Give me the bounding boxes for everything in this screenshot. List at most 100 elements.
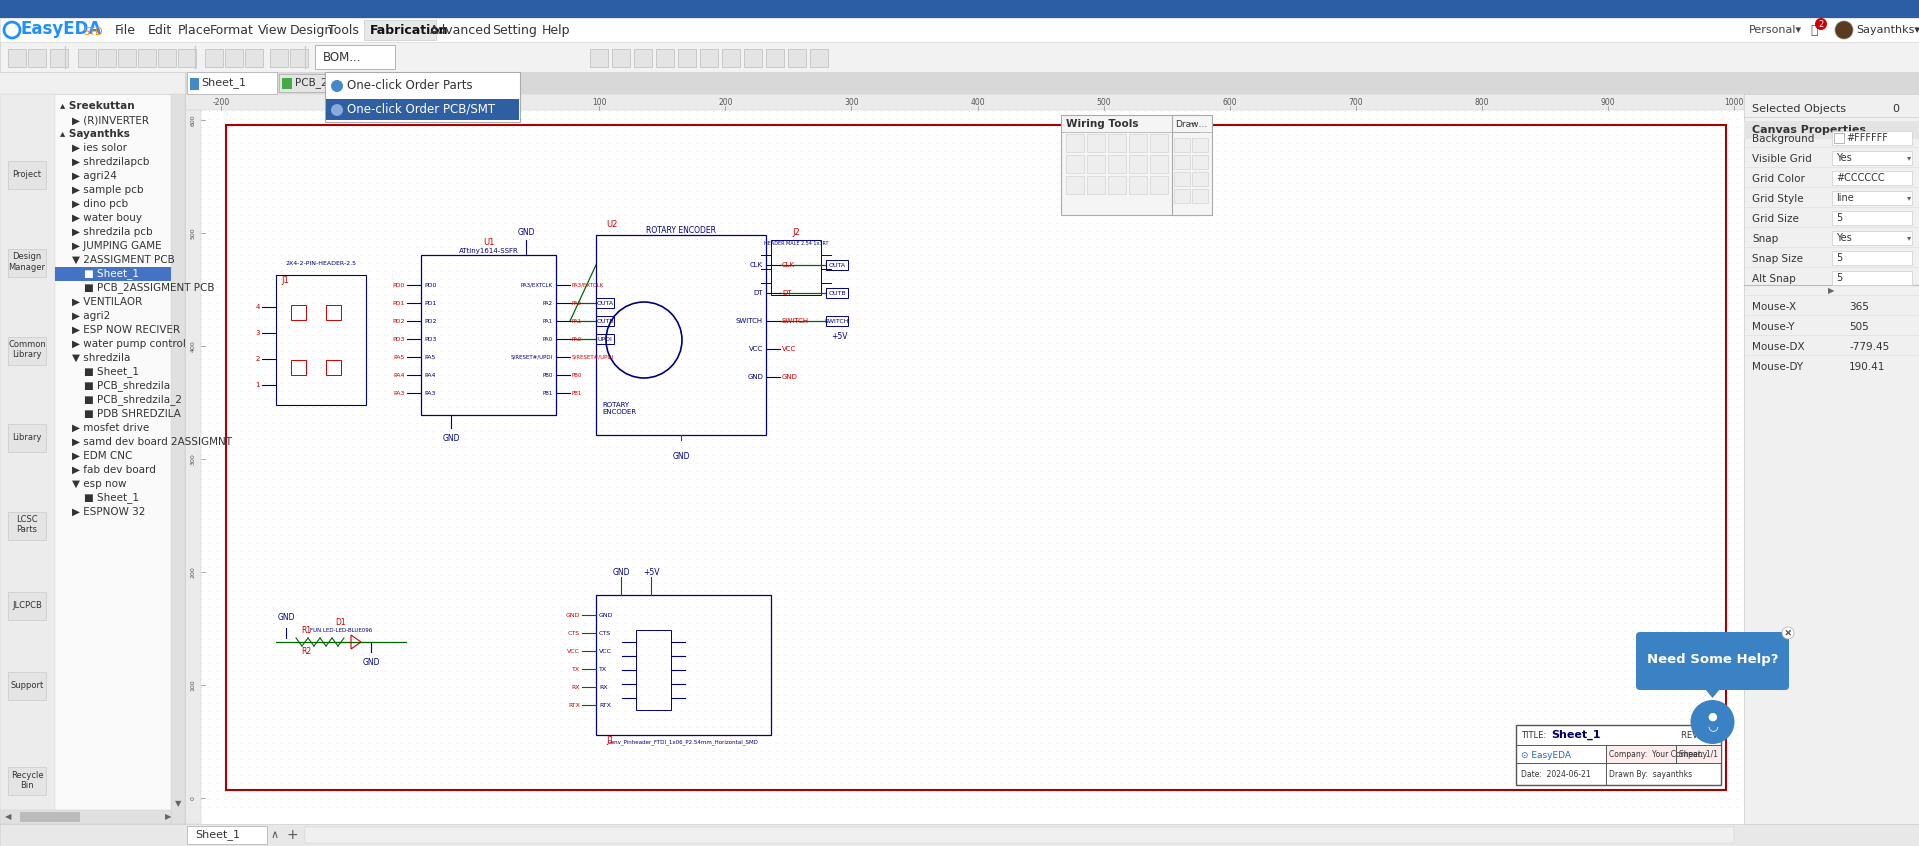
Bar <box>365 20 436 40</box>
Text: PCB_2ASSIGME: PCB_2ASSIGME <box>296 78 374 89</box>
Text: 300: 300 <box>190 453 196 464</box>
Text: ∧: ∧ <box>271 830 278 840</box>
Text: Grid Style: Grid Style <box>1752 194 1804 204</box>
Text: PA4: PA4 <box>424 372 436 377</box>
Text: PA4: PA4 <box>393 372 405 377</box>
Text: Canvas Properties: Canvas Properties <box>1752 125 1865 135</box>
Bar <box>1067 134 1084 152</box>
Bar <box>1833 251 1911 265</box>
Text: Need Some Help?: Need Some Help? <box>1647 652 1779 666</box>
Text: ■ Sheet_1: ■ Sheet_1 <box>84 366 138 377</box>
Text: 800: 800 <box>1474 97 1489 107</box>
Bar <box>1833 131 1911 145</box>
Bar <box>271 49 288 67</box>
Text: RTX: RTX <box>568 702 580 707</box>
Text: PA2: PA2 <box>572 300 581 305</box>
Text: Snap Size: Snap Size <box>1752 254 1804 264</box>
Text: J1: J1 <box>606 736 614 745</box>
Text: Grid Size: Grid Size <box>1752 214 1798 224</box>
Bar <box>117 49 136 67</box>
Text: GND: GND <box>276 613 296 622</box>
Bar <box>677 49 697 67</box>
Text: line: line <box>1836 193 1854 203</box>
Text: D1: D1 <box>336 618 345 627</box>
Text: 200: 200 <box>718 97 733 107</box>
Text: 2: 2 <box>255 356 259 362</box>
Text: Visible Grid: Visible Grid <box>1752 154 1812 164</box>
Text: #CCCCCC: #CCCCCC <box>1836 173 1884 183</box>
Bar <box>1833 271 1911 285</box>
Text: GND: GND <box>363 658 380 667</box>
Bar <box>184 94 1744 110</box>
Text: Mouse-Y: Mouse-Y <box>1752 322 1794 332</box>
Text: 🔔: 🔔 <box>1810 24 1817 36</box>
Text: Drawn By:  sayanthks: Drawn By: sayanthks <box>1608 770 1693 778</box>
Text: ▶ agri24: ▶ agri24 <box>73 171 117 181</box>
Text: Snap: Snap <box>1752 234 1779 244</box>
Bar <box>1128 155 1148 173</box>
Text: 1: 1 <box>255 382 259 388</box>
Text: VCC: VCC <box>566 649 580 653</box>
Bar <box>612 49 629 67</box>
Text: ▶ sample pcb: ▶ sample pcb <box>73 185 144 195</box>
Bar <box>8 424 46 452</box>
Bar <box>1833 171 1911 185</box>
Text: BOM...: BOM... <box>322 51 361 63</box>
Text: PD1: PD1 <box>393 300 405 305</box>
Text: ▶: ▶ <box>165 812 171 821</box>
Text: OUTA: OUTA <box>829 262 846 267</box>
Bar <box>8 337 46 365</box>
Bar <box>225 49 244 67</box>
Text: ▶ fab dev board: ▶ fab dev board <box>73 465 155 475</box>
Text: GND: GND <box>746 374 764 380</box>
Bar <box>98 49 115 67</box>
Text: R2: R2 <box>301 647 311 656</box>
Text: ▶ ies solor: ▶ ies solor <box>73 143 127 153</box>
Text: Yes: Yes <box>1836 233 1852 243</box>
Text: ▶ water bouy: ▶ water bouy <box>73 213 142 223</box>
Text: GND: GND <box>441 434 461 443</box>
Bar <box>8 673 46 700</box>
Text: PA3: PA3 <box>424 391 436 395</box>
Circle shape <box>1815 18 1827 30</box>
Bar <box>326 99 518 120</box>
Bar <box>1067 176 1084 194</box>
Text: Company:  Your Company: Company: Your Company <box>1608 750 1708 759</box>
Text: Edit: Edit <box>148 24 173 36</box>
Text: DT: DT <box>754 290 764 296</box>
Text: OUTB: OUTB <box>829 290 846 295</box>
Bar <box>157 49 177 67</box>
Circle shape <box>1691 700 1735 744</box>
Text: 500: 500 <box>1096 97 1111 107</box>
Text: PA5: PA5 <box>424 354 436 360</box>
Bar <box>1192 172 1207 186</box>
Text: PD2: PD2 <box>393 318 405 323</box>
Text: SWITCH: SWITCH <box>735 318 764 324</box>
Bar <box>1149 155 1169 173</box>
Text: ▼ esp now: ▼ esp now <box>73 479 127 489</box>
Bar <box>810 49 827 67</box>
Text: JLCPCB: JLCPCB <box>12 601 42 609</box>
Text: Selected Objects: Selected Objects <box>1752 104 1846 114</box>
Bar <box>1128 176 1148 194</box>
Text: ▶ (R)INVERTER: ▶ (R)INVERTER <box>73 115 150 125</box>
Bar <box>186 826 267 844</box>
Text: S/RESET#/UPDI: S/RESET#/UPDI <box>572 354 614 360</box>
Bar <box>589 49 608 67</box>
Text: 4: 4 <box>255 304 259 310</box>
Bar <box>0 824 1919 846</box>
Text: DT: DT <box>783 290 791 296</box>
Text: ▴ Sayanthks: ▴ Sayanthks <box>59 129 130 139</box>
Text: VCC: VCC <box>599 649 612 653</box>
Text: +: + <box>288 828 299 842</box>
Text: 2X4-2-PIN-HEADER-2.5: 2X4-2-PIN-HEADER-2.5 <box>286 261 357 266</box>
Text: VCC: VCC <box>783 346 796 352</box>
Text: ▼ shredzila: ▼ shredzila <box>73 353 130 363</box>
Text: PD3: PD3 <box>424 337 436 342</box>
Bar <box>1192 155 1207 169</box>
Circle shape <box>1835 21 1854 39</box>
Text: Grid Color: Grid Color <box>1752 174 1806 184</box>
Text: PA0: PA0 <box>572 337 581 342</box>
Bar <box>1107 155 1126 173</box>
Text: TITLE:: TITLE: <box>1522 730 1547 739</box>
